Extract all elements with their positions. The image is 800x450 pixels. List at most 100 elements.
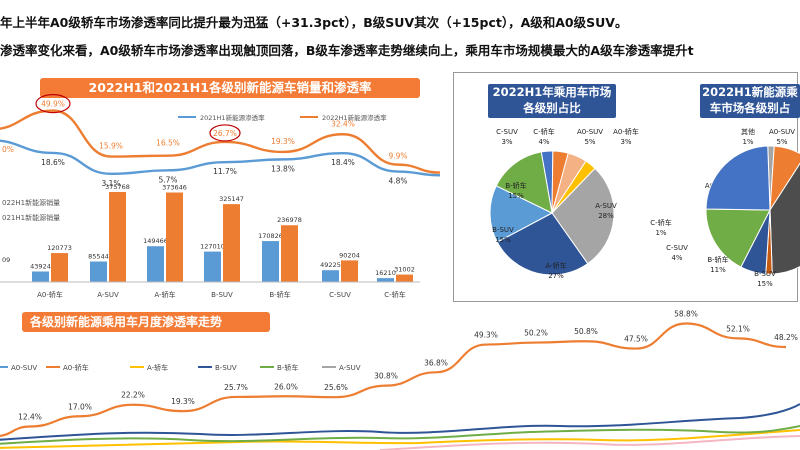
pie-slice — [769, 162, 800, 275]
monthly-legend-label: A0-SUV — [11, 364, 37, 372]
monthly-point-label: 19.3% — [171, 397, 195, 406]
monthly-point-label: 17.0% — [68, 402, 92, 411]
monthly-point-label: 52.1% — [726, 324, 750, 333]
pie-slice-label: B-SUV — [754, 270, 776, 278]
line-2022h1-label: 32.4% — [331, 119, 355, 128]
pie-slice-label: B-轿车 — [505, 181, 526, 190]
pie-slice-label: 其他 — [741, 127, 755, 136]
bar-2022h1-label: 373646 — [162, 184, 187, 192]
bar-2021h1-label: 16210 — [375, 269, 396, 277]
x-tick-label: A-SUV — [97, 291, 119, 299]
monthly-point-label: 49.3% — [474, 331, 498, 340]
bar-2022h1 — [281, 225, 298, 282]
pie-slice — [489, 185, 554, 243]
pie-slice-label: C-轿车 — [650, 218, 671, 227]
line-2021h1-label: 5.7% — [158, 175, 177, 184]
pie-slice-label: B-轿车 — [707, 255, 728, 264]
bar-2021h1-label: 43924 — [30, 262, 51, 270]
bar-2021h1 — [377, 278, 394, 282]
bar-2021h1 — [147, 246, 164, 282]
monthly-point-label: 30.8% — [374, 372, 398, 381]
pie-slice-value: 15% — [508, 192, 524, 200]
pie-slice — [705, 145, 771, 211]
pie-slice-label: A0-SUV — [769, 128, 795, 136]
pie-slice-label: C-SUV — [666, 244, 688, 252]
bar-2022h1-label: 31002 — [394, 266, 415, 274]
monthly-line-a-sedan — [0, 429, 800, 449]
x-tick-label: C-SUV — [329, 291, 351, 299]
line-2021h1-label: 3.1% — [101, 179, 120, 188]
pie-slice — [551, 167, 615, 265]
legend-2021h1-rate: 2021H1新能源渗透率 — [200, 113, 265, 122]
bar-2021h1 — [204, 251, 221, 282]
pie-slice-value: 27% — [548, 272, 564, 280]
highlight-ellipse — [35, 94, 71, 114]
headline-2: 渗透率变化来看，A0级轿车市场渗透率出现触顶回落，B级车渗透率走势继续向上，乘用… — [0, 43, 694, 58]
monthly-line-other — [379, 435, 800, 450]
monthly-legend-label: A0-轿车 — [63, 363, 89, 372]
monthly-point-label: 50.2% — [524, 329, 548, 338]
line-2022h1 — [0, 109, 441, 174]
pie-slice-label: B-SUV — [492, 226, 514, 234]
monthly-point-label: 58.8% — [674, 309, 698, 318]
bar-2022h1 — [109, 192, 126, 282]
bar-2022h1 — [396, 274, 413, 282]
bar-2021h1 — [90, 261, 107, 282]
bar-2022h1 — [341, 260, 358, 282]
line-2021h1-label: 18.6% — [41, 158, 65, 167]
monthly-point-label: 22.2% — [121, 391, 145, 400]
bar-2022h1-label: 120773 — [47, 244, 72, 252]
line-2022h1-label: 49.9% — [41, 100, 65, 109]
pie-slice-value: 3% — [620, 138, 631, 146]
pie1-title: 2022H1年乘用车市场各级别占比 — [488, 84, 616, 118]
bar-2022h1 — [223, 204, 240, 282]
pie2-title: 2022H1新能源乘 车市场各级别占 — [700, 84, 800, 118]
x-tick-label: B-SUV — [211, 291, 233, 299]
line-2021h1-label: 13.8% — [271, 164, 295, 173]
line-2021h1-label: 4.8% — [388, 177, 407, 186]
line-2022h1-label: 16.5% — [156, 139, 180, 148]
monthly-legend-label: A-轿车 — [147, 363, 168, 372]
x-tick-label: C-轿车 — [384, 290, 405, 299]
bar-2022h1-label: 236978 — [277, 216, 302, 224]
monthly-point-label: 26.0% — [274, 382, 298, 391]
monthly-legend-label: A-SUV — [339, 364, 361, 372]
pie-slice-value: 4% — [538, 138, 549, 146]
bar-2021h1-label: 85544 — [88, 253, 109, 261]
monthly-point-label: 48.2% — [774, 333, 798, 342]
legend-2022h1-rate: 2022H1新能源渗透率 — [322, 113, 387, 122]
line-2021h1-label: 11.7% — [213, 167, 237, 176]
monthly-point-label: 36.8% — [424, 358, 448, 367]
bar-2021h1-label: 170826 — [258, 232, 283, 240]
headline-1: 年上半年A0级轿车市场渗透率同比提升最为迅猛（+31.3pct），B级SUV其次… — [0, 15, 628, 30]
pie-slice-value: 3% — [501, 138, 512, 146]
monthly-point-label: 50.8% — [574, 327, 598, 336]
bar-2022h1 — [51, 253, 68, 282]
line-2021h1-label: 18.4% — [331, 158, 355, 167]
pie-slice-value: 1% — [655, 229, 666, 237]
pie-slice-value: 15% — [495, 236, 511, 244]
line-2021h1 — [0, 139, 441, 177]
bar-2022h1 — [166, 192, 183, 282]
pie-slice-label: C-轿车 — [533, 127, 554, 136]
pie-slice — [495, 151, 553, 214]
pie-slice-label: A0-轿车 — [613, 127, 639, 136]
x-tick-label: B-轿车 — [269, 290, 290, 299]
bar-2022h1-label: 325147 — [219, 195, 244, 203]
x-tick-label: A-轿车 — [154, 290, 175, 299]
pie-slice-label: A-SUV — [595, 202, 617, 210]
x-tick-label: A0-轿车 — [37, 290, 63, 299]
line-2022h1-label: 19.3% — [271, 137, 295, 146]
line-2022h1-label: 15.9% — [99, 142, 123, 151]
monthly-line-a0-sedan — [0, 322, 787, 437]
pie-slice-value: 1% — [742, 138, 753, 146]
bar-2021h1 — [32, 271, 49, 282]
monthly-point-label: 47.5% — [624, 335, 648, 344]
pie-slice-value: 11% — [710, 266, 726, 274]
highlight-ellipse — [209, 124, 241, 142]
bar-2022h1-label: 375768 — [105, 183, 130, 191]
pie-slice-value: 15% — [757, 280, 773, 288]
monthly-legend-label: B-轿车 — [277, 363, 298, 372]
monthly-point-label: 25.6% — [324, 383, 348, 392]
